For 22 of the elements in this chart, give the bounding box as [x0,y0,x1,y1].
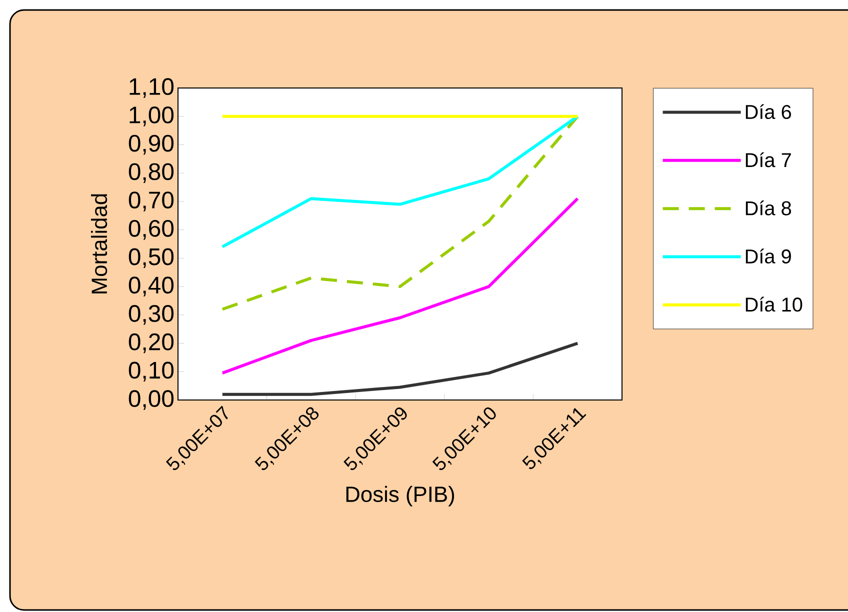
y-tick-label: 0,70 [128,192,174,212]
x-axis-title: Dosis (PIB) [346,486,454,506]
line-series [220,197,580,375]
y-tick-label: 0,10 [128,362,174,382]
legend-label: Día 9 [746,248,791,264]
y-tick-label: 0,80 [128,163,174,183]
legend-label: Día 8 [746,200,792,216]
legend-label: Día 7 [746,152,791,168]
line-series [220,114,580,311]
y-tick-label: 0,30 [128,305,174,325]
y-tick-label: 1,10 [130,78,174,98]
y-tick-label: 0,60 [128,220,174,240]
y-tick-label: 0,40 [128,276,174,296]
y-axis-title: Mortalidad [91,194,108,294]
line-series [220,114,580,248]
y-tick-label: 1,00 [130,106,174,126]
line-series [220,342,580,396]
y-tick-label: 0,50 [128,248,174,268]
y-tick-label: 0,90 [128,134,174,155]
legend-label: Día 6 [746,104,792,120]
y-tick-label: 0,20 [128,333,174,354]
legend-label: Día 10 [746,296,802,312]
